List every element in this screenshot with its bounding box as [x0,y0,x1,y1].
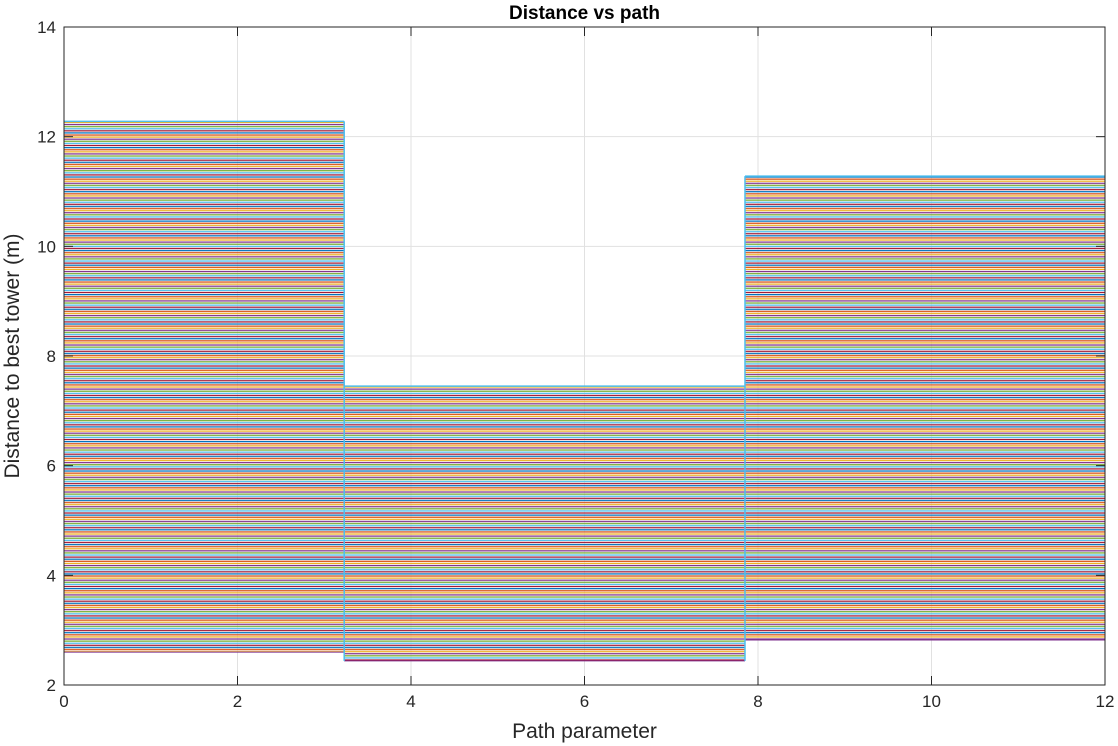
y-tick-label: 14 [37,18,56,37]
x-tick-label: 10 [922,692,941,711]
axes-frame [63,26,1106,686]
chart-title: Distance vs path [509,3,660,24]
y-tick-label: 4 [47,566,56,585]
y-tick-labels: 2 4 6 8 10 12 14 [37,18,56,695]
y-tick-label: 10 [37,237,56,256]
data-band-2 [344,386,745,661]
y-axis-label: Distance to best tower (m) [1,233,24,478]
x-tick-label: 0 [59,692,68,711]
x-tick-label: 6 [580,692,589,711]
y-tick-label: 8 [47,347,56,366]
x-tick-label: 8 [753,692,762,711]
data-band-3 [744,176,1105,641]
x-axis-label: Path parameter [512,720,657,743]
x-tick-label: 4 [406,692,415,711]
y-tick-label: 2 [47,676,56,695]
x-tick-label: 2 [233,692,242,711]
x-tick-label: 12 [1096,692,1115,711]
data-band-1 [64,121,345,653]
y-tick-label: 6 [47,457,56,476]
y-tick-label: 12 [37,128,56,147]
data-series [64,120,1105,662]
x-tick-labels: 0 2 4 6 8 10 12 [59,692,1114,711]
